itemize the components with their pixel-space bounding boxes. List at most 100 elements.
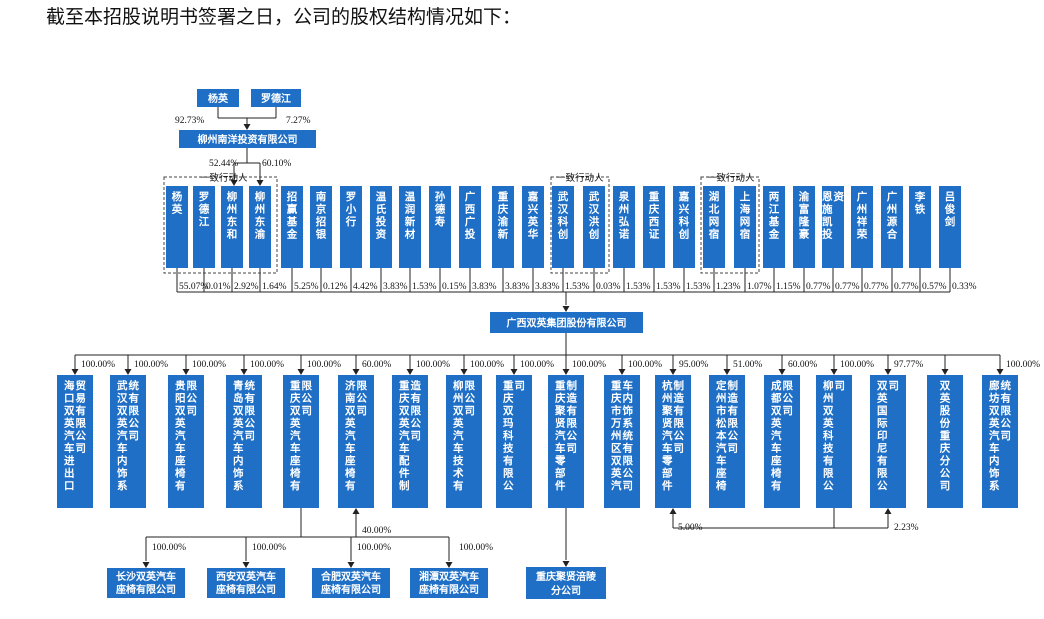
subsidiary-17-char: 双 — [939, 380, 951, 392]
subsidiary-arrow-17 — [941, 369, 949, 375]
pct-shareholder-4: 1.64% — [262, 282, 287, 292]
subsidiary-8-char: 州 — [452, 393, 464, 405]
subsidiary-2-char: 武 — [117, 379, 128, 392]
subsidiary-9-char: 有 — [503, 454, 514, 467]
pct-yangying-holding: 92.73% — [175, 116, 204, 126]
subsidiary-10-char: 部 — [555, 467, 566, 480]
holding-nanyang-box — [179, 130, 316, 148]
shareholder-22-box — [793, 186, 815, 268]
subsidiary-17-char: 股 — [940, 405, 951, 417]
subsidiary-2-char: 内 — [117, 454, 128, 467]
subsidiary-8-box — [446, 375, 482, 508]
pct-dongyu: 60.10% — [262, 159, 291, 169]
subsidiary-7-char: 制 — [399, 479, 410, 492]
subsidiary-5-char: 重 — [290, 379, 301, 392]
subsidiary-7-char: 汽 — [399, 429, 410, 442]
subsidiary-arrow-14 — [778, 369, 786, 375]
subsidiary-14-char: 司 — [783, 405, 794, 417]
subsidiary-12-char: 造 — [674, 392, 685, 405]
subsidiary-arrow-4 — [240, 369, 248, 375]
subsidiary-6-char: 司 — [357, 405, 368, 417]
subsidiary-arrow-6 — [352, 369, 360, 375]
subsidiary-16-char: 公 — [877, 480, 888, 492]
shareholder-4-char: 东 — [255, 215, 266, 228]
pct-shareholder-27: 0.33% — [952, 282, 977, 292]
subsidiary-1-box — [57, 375, 93, 508]
subsidiary-7-char: 双 — [398, 405, 410, 417]
subsidiary-2-char: 司 — [129, 430, 140, 442]
subsidiary-arrow-10 — [562, 369, 570, 375]
shareholder-14-char: 武 — [558, 190, 569, 203]
pct-subsidiary-4: 100.00% — [250, 360, 284, 370]
subsidiary-1-char: 汽 — [64, 429, 75, 442]
pct-shareholder-3: 2.92% — [234, 282, 259, 292]
subsidiary-10-char: 贤 — [555, 417, 566, 430]
pct-shareholder-14: 1.53% — [565, 282, 590, 292]
subsidiary-8-char: 公 — [465, 393, 476, 405]
pct-shareholder-11: 3.83% — [472, 282, 497, 292]
pct-shareholder-12: 3.83% — [505, 282, 530, 292]
pct-shareholder-18: 1.53% — [686, 282, 711, 292]
subsidiary-10-char: 制 — [567, 379, 578, 392]
shareholder-22-char: 渝 — [799, 190, 810, 203]
shareholder-11-char: 广 — [465, 190, 476, 203]
subsidiary-4-char: 英 — [232, 417, 244, 430]
subsidiary-18-box — [982, 375, 1018, 508]
subsidiary-2-char: 车 — [117, 442, 128, 455]
shareholder-19-char: 网 — [709, 216, 720, 228]
shareholder-20-char: 海 — [740, 203, 751, 216]
subsidiary-15-char: 科 — [823, 429, 834, 442]
shareholder-8-box — [370, 186, 392, 268]
subsidiary-arrow-9 — [510, 369, 518, 375]
pct-shareholder-15: 0.03% — [596, 282, 621, 292]
subsidiary-15-char: 州 — [822, 393, 834, 405]
subsidiary-17-char: 重 — [940, 429, 951, 442]
shareholder-24-char: 广 — [857, 190, 868, 203]
subsidiary-12-char: 州 — [661, 393, 673, 405]
subsidiary-3-char: 座 — [174, 454, 186, 467]
concert-label-2: 一致行动人 — [556, 172, 604, 184]
shareholder-6-box — [310, 186, 332, 268]
subsidiary-13-char: 汽 — [716, 442, 727, 455]
pct-subsidiary-15: 100.00% — [840, 360, 874, 370]
subsidiary-12-char: 制 — [674, 379, 685, 392]
subsidiary-3-char: 汽 — [175, 429, 186, 442]
subsidiary-13-char: 司 — [728, 443, 739, 455]
person-luodejiang-box — [251, 89, 301, 107]
concert-label-1: 一致行动人 — [200, 172, 248, 184]
subsidiary-6-char: 济 — [345, 379, 356, 392]
shareholder-8-char: 资 — [376, 228, 387, 241]
shareholder-27-char: 吕 — [945, 191, 956, 203]
subsidiary-10-char: 车 — [555, 442, 566, 455]
subsidiary-10-char: 汽 — [555, 429, 566, 442]
subsidiary-11-char: 万 — [610, 418, 622, 430]
subsidiary-14-char: 座 — [770, 454, 782, 467]
subsidiary-11-box — [604, 375, 640, 508]
pct-shareholder-17: 1.53% — [656, 282, 681, 292]
pct-subsidiary-9: 100.00% — [520, 360, 554, 370]
shareholder-2-char: 德 — [198, 203, 210, 216]
concert-label-3: 一致行动人 — [707, 172, 755, 184]
subsidiary-9-box — [496, 375, 532, 508]
subsidiary-6-char: 南 — [345, 392, 356, 405]
subsidiary-12-char: 有 — [674, 404, 685, 417]
shareholder-17-char: 庆 — [648, 203, 660, 216]
shareholder-8-char: 氏 — [376, 203, 387, 216]
subsidiary-1-char: 司 — [76, 443, 87, 455]
subsidiary-17-box — [927, 375, 963, 508]
subsidiary-6-box — [338, 375, 374, 508]
subsidiary-13-char: 椅 — [716, 479, 727, 492]
shareholder-21-char: 金 — [768, 228, 780, 241]
shareholder-6-char: 银 — [316, 228, 327, 241]
concert-group-2 — [550, 176, 610, 274]
subsidiary-17-char: 分 — [940, 454, 951, 467]
pct-subsidiary-6: 60.00% — [362, 360, 391, 370]
subsidiary-14-char: 车 — [771, 442, 782, 455]
shareholder-19-char: 北 — [709, 203, 720, 216]
subsidiary-8-char: 技 — [453, 454, 464, 467]
grandchild-1-box — [107, 568, 185, 598]
subsidiary-4-char: 岛 — [233, 392, 244, 405]
subsidiary-4-char: 公 — [245, 418, 256, 430]
subsidiary-13-char: 州 — [715, 393, 727, 405]
